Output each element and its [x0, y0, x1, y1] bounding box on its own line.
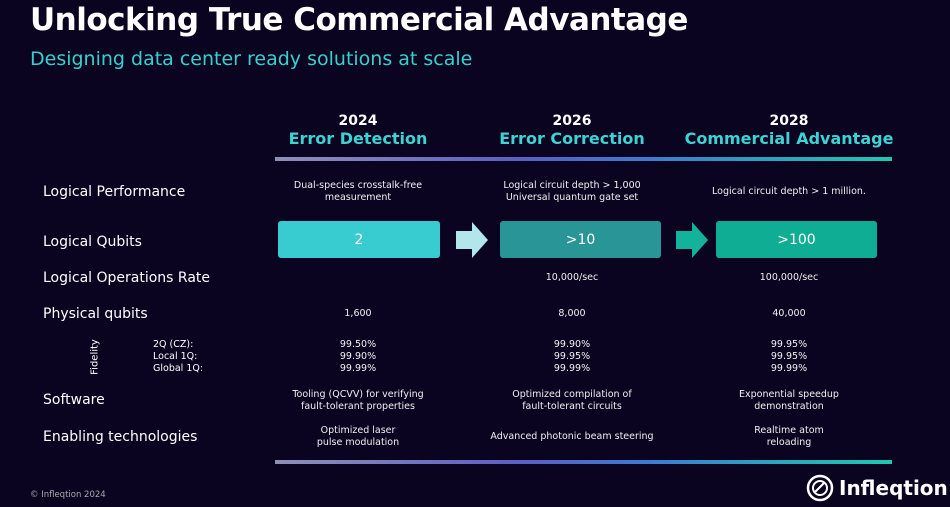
fidelity-2q: 99.50% — [339, 339, 377, 350]
column-header: 2026 Error Correction — [452, 113, 692, 148]
fidelity-global: 99.99% — [339, 363, 377, 374]
cell-physical-qubits: 8,000 — [558, 308, 586, 319]
row-label-performance: Logical Performance — [43, 184, 186, 200]
text-line: Dual-species crosstalk-free — [293, 180, 423, 191]
arrow-right-icon — [676, 222, 708, 258]
cell-fidelity: 99.90% 99.95% 99.99% — [472, 339, 672, 375]
cell-performance: Logical circuit depth > 1 million. — [689, 186, 889, 198]
fidelity-2q: 99.90% — [553, 339, 591, 350]
arrow-right-icon — [456, 222, 488, 258]
text-line: fault-tolerant properties — [301, 401, 415, 412]
column-year: 2024 — [338, 113, 378, 129]
fidelity-2q: 99.95% — [770, 339, 808, 350]
text-line: Optimized laser — [320, 425, 396, 436]
timeline-top-bar — [275, 157, 892, 161]
text-line: Logical circuit depth > 1 million. — [712, 186, 866, 197]
fidelity-local: 99.90% — [339, 351, 377, 362]
cell-physical-qubits: 40,000 — [772, 308, 806, 319]
page-subtitle: Designing data center ready solutions at… — [30, 48, 473, 70]
text-line: reloading — [766, 437, 812, 448]
text-line: Exponential speedup — [739, 389, 839, 400]
column-phase: Error Detection — [288, 129, 428, 148]
text-line: Logical circuit depth > 1,000 — [503, 180, 641, 191]
fidelity-label-local: Local 1Q: — [153, 351, 198, 362]
row-label-fidelity: Fidelity — [89, 339, 101, 375]
fidelity-label-2q: 2Q (CZ): — [153, 339, 194, 350]
column-year: 2028 — [769, 113, 809, 129]
fidelity-global: 99.99% — [553, 363, 591, 374]
cell-ops-rate: 100,000/sec — [759, 272, 819, 283]
row-label-software: Software — [43, 392, 105, 408]
text-line: measurement — [324, 192, 392, 203]
text-line: Tooling (QCVV) for verifying — [292, 389, 424, 400]
text-line: pulse modulation — [316, 437, 400, 448]
fidelity-label-global: Global 1Q: — [153, 363, 204, 374]
cell-enabling: Realtime atom reloading — [689, 425, 889, 449]
page-title: Unlocking True Commercial Advantage — [30, 2, 688, 38]
text-line: fault-tolerant circuits — [522, 401, 622, 412]
fidelity-local: 99.95% — [770, 351, 808, 362]
row-label-qubits: Logical Qubits — [43, 234, 142, 250]
fidelity-local: 99.95% — [553, 351, 591, 362]
text-line: Advanced photonic beam steering — [490, 431, 654, 442]
text-line: Universal quantum gate set — [505, 192, 639, 203]
text-line: Optimized compilation of — [512, 389, 632, 400]
column-year: 2026 — [552, 113, 592, 129]
fidelity-global: 99.99% — [770, 363, 808, 374]
cell-software: Exponential speedup demonstration — [689, 389, 889, 413]
cell-ops-rate: 10,000/sec — [545, 272, 599, 283]
logical-qubits-box: >10 — [500, 221, 661, 258]
cell-enabling: Optimized laser pulse modulation — [258, 425, 458, 449]
logical-qubits-box: >100 — [716, 221, 877, 258]
text-line: demonstration — [754, 401, 824, 412]
footer-copyright: © Infleqtion 2024 — [30, 490, 106, 500]
logical-qubits-box: 2 — [278, 221, 440, 258]
column-phase: Error Correction — [499, 129, 645, 148]
cell-performance: Logical circuit depth > 1,000 Universal q… — [472, 180, 672, 204]
logo: Infleqtion — [806, 474, 948, 502]
cell-enabling: Advanced photonic beam steering — [472, 431, 672, 443]
logo-icon — [806, 474, 834, 502]
column-phase: Commercial Advantage — [684, 129, 894, 148]
column-header: 2024 Error Detection — [238, 113, 478, 148]
timeline-bottom-bar — [275, 460, 892, 464]
logo-text: Infleqtion — [839, 476, 948, 500]
row-label-physical: Physical qubits — [43, 306, 148, 322]
cell-physical-qubits: 1,600 — [344, 308, 372, 319]
cell-fidelity: 99.50% 99.90% 99.99% — [258, 339, 458, 375]
row-label-enabling: Enabling technologies — [43, 429, 198, 445]
cell-software: Tooling (QCVV) for verifying fault-tolera… — [258, 389, 458, 413]
cell-fidelity: 99.95% 99.95% 99.99% — [689, 339, 889, 375]
column-header: 2028 Commercial Advantage — [669, 113, 909, 148]
text-line: Realtime atom — [754, 425, 824, 436]
row-label-ops-rate: Logical Operations Rate — [43, 270, 211, 286]
cell-software: Optimized compilation of fault-tolerant c… — [472, 389, 672, 413]
cell-performance: Dual-species crosstalk-free measurement — [258, 180, 458, 204]
fidelity-labels: 2Q (CZ): Local 1Q: Global 1Q: — [153, 339, 203, 375]
